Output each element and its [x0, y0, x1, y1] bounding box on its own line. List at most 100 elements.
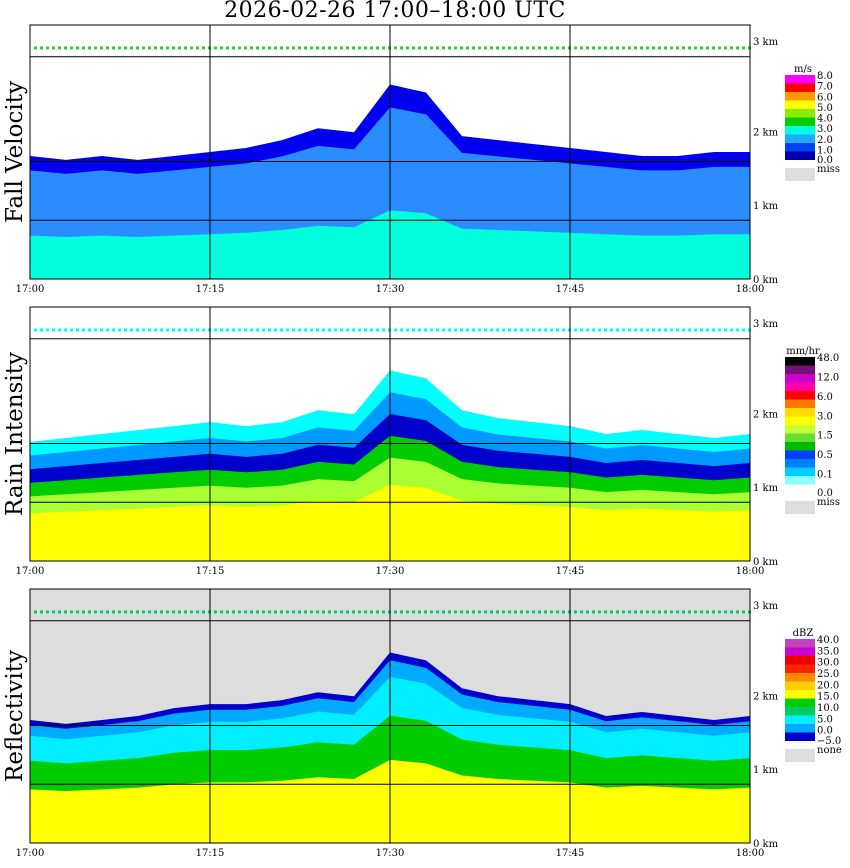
- colorbar-swatch: [785, 117, 815, 126]
- clutter-mark: [604, 328, 607, 332]
- clutter-mark: [598, 46, 601, 50]
- clutter-mark: [394, 610, 397, 614]
- x-tick-label: 18:00: [736, 284, 765, 295]
- colorbar-missing-swatch: [785, 501, 815, 514]
- clutter-mark: [76, 46, 79, 50]
- clutter-mark: [640, 46, 643, 50]
- clutter-mark: [172, 328, 175, 332]
- clutter-mark: [268, 610, 271, 614]
- clutter-mark: [520, 46, 523, 50]
- y-tick-label: 0 km: [753, 275, 779, 286]
- colorbar-label: 0.1: [817, 470, 833, 481]
- clutter-mark: [178, 46, 181, 50]
- clutter-mark: [160, 46, 163, 50]
- clutter-mark: [52, 328, 55, 332]
- colorbar-missing-label: none: [817, 745, 842, 756]
- colorbar-swatch: [785, 408, 815, 417]
- x-tick-label: 17:30: [376, 848, 405, 859]
- clutter-mark: [454, 328, 457, 332]
- y-axis-label: Rain Intensity: [2, 352, 28, 516]
- clutter-mark: [646, 610, 649, 614]
- colorbar-swatch: [785, 476, 815, 485]
- clutter-mark: [154, 610, 157, 614]
- clutter-mark: [538, 610, 541, 614]
- clutter-mark: [124, 46, 127, 50]
- clutter-mark: [280, 328, 283, 332]
- clutter-mark: [448, 46, 451, 50]
- clutter-mark: [142, 328, 145, 332]
- colorbar-swatch: [785, 442, 815, 451]
- clutter-mark: [358, 46, 361, 50]
- clutter-mark: [244, 328, 247, 332]
- clutter-mark: [220, 46, 223, 50]
- clutter-mark: [694, 46, 697, 50]
- clutter-mark: [262, 46, 265, 50]
- clutter-mark: [508, 610, 511, 614]
- clutter-mark: [100, 328, 103, 332]
- clutter-mark: [238, 610, 241, 614]
- clutter-mark: [706, 328, 709, 332]
- clutter-mark: [46, 328, 49, 332]
- colorbar-missing-label: miss: [817, 497, 840, 508]
- clutter-mark: [256, 328, 259, 332]
- clutter-mark: [472, 328, 475, 332]
- clutter-mark: [310, 328, 313, 332]
- colorbar-label: 12.0: [817, 372, 839, 383]
- colorbar-label: 0.0: [817, 488, 833, 499]
- clutter-mark: [664, 46, 667, 50]
- clutter-mark: [616, 46, 619, 50]
- colorbar-swatch: [785, 126, 815, 135]
- clutter-mark: [472, 46, 475, 50]
- clutter-mark: [592, 328, 595, 332]
- clutter-mark: [112, 328, 115, 332]
- colorbar-swatch: [785, 399, 815, 408]
- panel-frame: [29, 24, 751, 280]
- colorbar-swatch: [785, 715, 815, 724]
- clutter-mark: [700, 46, 703, 50]
- panel-2: 17:00 17:15 17:30 17:45 18:000 km 1 km 2 km 3 k…: [2, 306, 840, 577]
- clutter-mark: [586, 46, 589, 50]
- clutter-mark: [490, 46, 493, 50]
- colorbar-label: 10.0: [817, 703, 839, 714]
- clutter-mark: [484, 610, 487, 614]
- clutter-mark: [106, 46, 109, 50]
- clutter-mark: [52, 610, 55, 614]
- clutter-mark: [430, 46, 433, 50]
- x-tick-label: 17:15: [196, 566, 225, 577]
- clutter-mark: [556, 46, 559, 50]
- clutter-mark: [724, 610, 727, 614]
- clutter-mark: [616, 610, 619, 614]
- clutter-mark: [322, 46, 325, 50]
- clutter-mark: [370, 610, 373, 614]
- clutter-mark: [232, 610, 235, 614]
- y-tick-label: 1 km: [753, 765, 779, 776]
- clutter-mark: [202, 610, 205, 614]
- clutter-mark: [64, 46, 67, 50]
- clutter-mark: [502, 328, 505, 332]
- clutter-mark: [532, 610, 535, 614]
- clutter-mark: [742, 46, 745, 50]
- colorbar-swatch: [785, 100, 815, 109]
- clutter-mark: [556, 610, 559, 614]
- clutter-mark: [694, 328, 697, 332]
- clutter-mark: [670, 46, 673, 50]
- colorbar-swatch: [785, 459, 815, 468]
- colorbar-label: 0.5: [817, 450, 833, 461]
- clutter-mark: [238, 46, 241, 50]
- clutter-mark: [370, 46, 373, 50]
- clutter-mark: [508, 46, 511, 50]
- colorbar-label: 3.0: [817, 124, 833, 135]
- clutter-mark: [136, 610, 139, 614]
- clutter-mark: [118, 610, 121, 614]
- clutter-mark: [532, 328, 535, 332]
- x-tick-label: 17:00: [16, 566, 45, 577]
- clutter-mark: [562, 328, 565, 332]
- clutter-mark: [436, 46, 439, 50]
- clutter-mark: [418, 46, 421, 50]
- clutter-mark: [640, 328, 643, 332]
- clutter-mark: [502, 46, 505, 50]
- colorbar-swatch: [785, 732, 815, 741]
- panel-frame: [29, 588, 751, 844]
- clutter-mark: [670, 328, 673, 332]
- clutter-mark: [328, 328, 331, 332]
